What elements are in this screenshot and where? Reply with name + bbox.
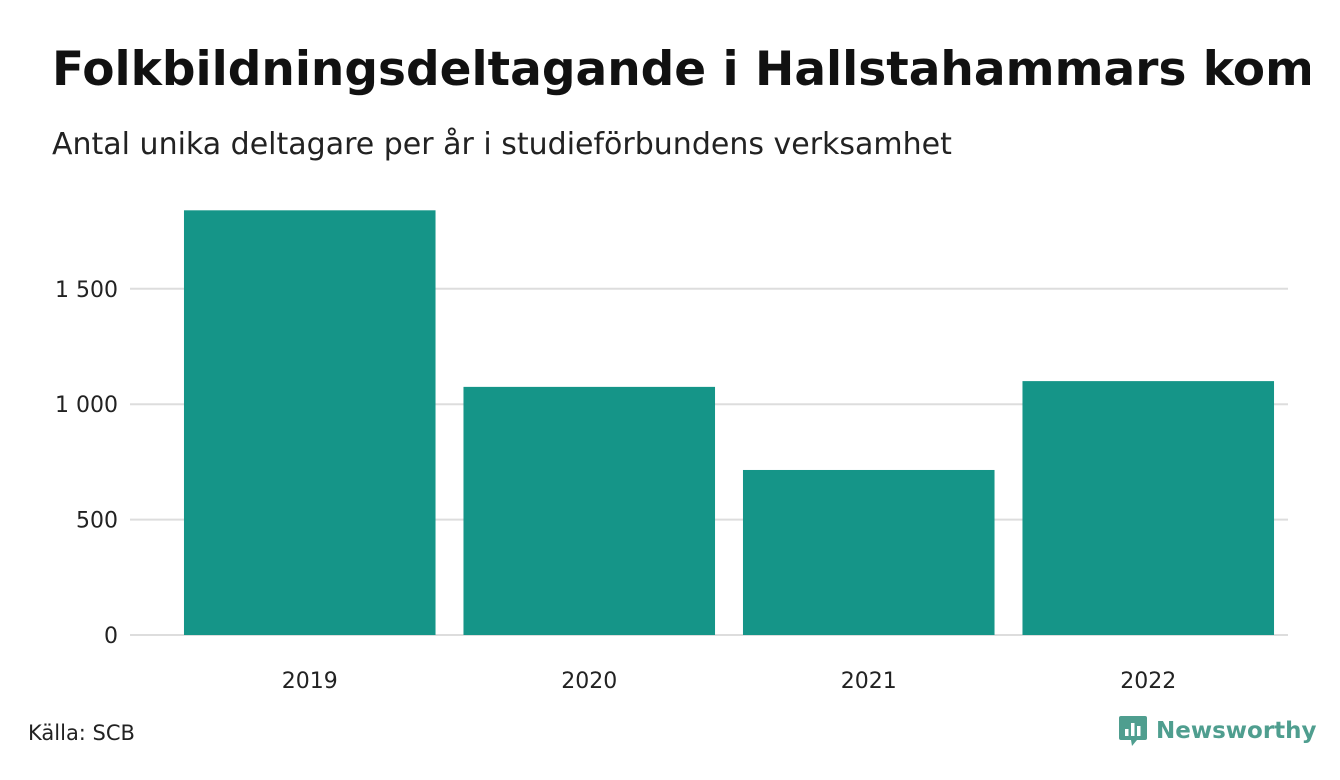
y-tick-label: 0 [104,624,118,649]
bar-2019 [183,210,436,635]
x-tick-label: 2019 [282,669,338,694]
y-tick-label: 500 [76,509,118,534]
y-tick-label: 1 500 [55,278,118,303]
source-note: Källa: SCB [28,721,135,745]
y-tick-label: 1 000 [55,393,118,418]
bar-2021 [742,469,995,635]
chart-subtitle: Antal unika deltagare per år i studieför… [52,127,952,162]
x-tick-label: 2020 [561,669,617,694]
brand-logo: Newsworthy [1118,712,1317,750]
x-tick-label: 2021 [841,669,897,694]
newsworthy-logo-icon [1119,716,1147,746]
x-tick-label: 2022 [1120,669,1176,694]
bar-2022 [1022,381,1275,635]
bar-2020 [463,386,716,635]
brand-name: Newsworthy [1156,718,1317,744]
chart-title: Folkbildningsdeltagande i Hallstahammars… [52,42,1310,97]
